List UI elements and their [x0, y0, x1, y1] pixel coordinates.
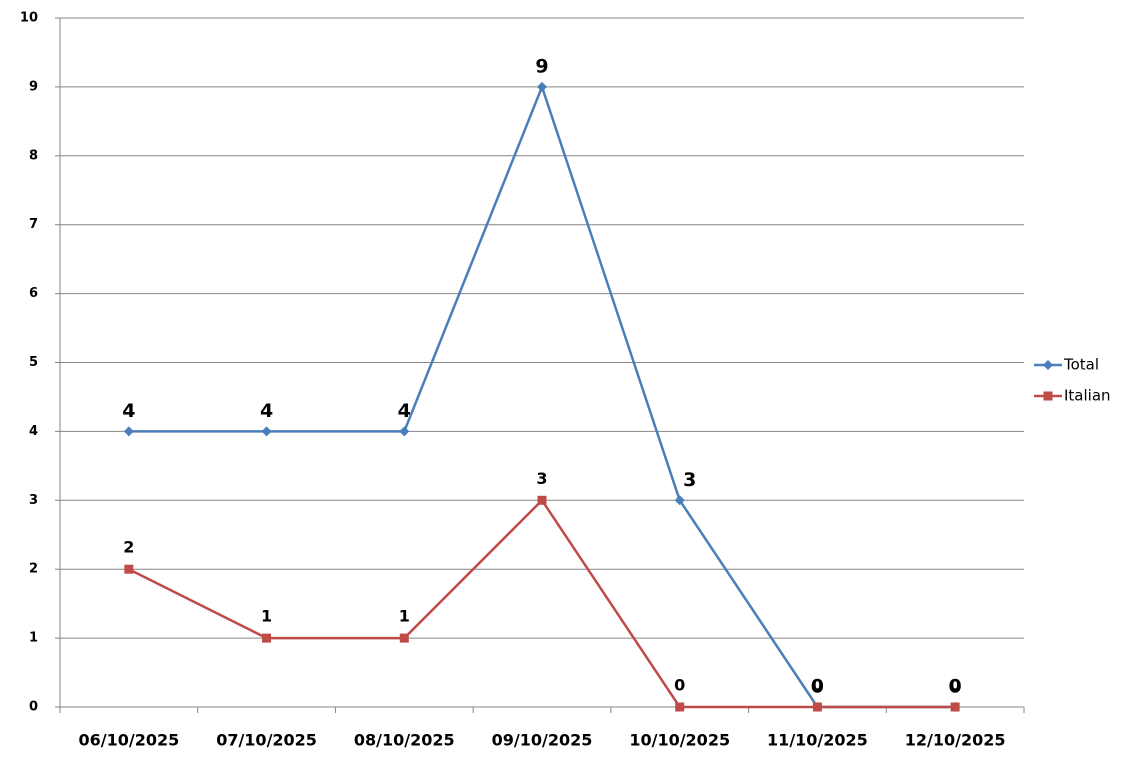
y-tick-label: 10: [20, 11, 38, 26]
y-tick-label: 8: [29, 148, 38, 163]
data-label: 9: [535, 55, 548, 77]
x-tick-label: 11/10/2025: [767, 731, 868, 750]
legend-label: Total: [1063, 356, 1099, 374]
data-label: 2: [123, 538, 134, 557]
data-label: 4: [260, 400, 273, 422]
marker: [399, 633, 409, 643]
y-tick-label: 2: [29, 562, 38, 577]
y-tick-label: 5: [29, 355, 38, 370]
marker: [675, 702, 685, 712]
marker: [950, 702, 960, 712]
data-label: 1: [399, 607, 410, 626]
data-label: 1: [261, 607, 272, 626]
x-tick-label: 12/10/2025: [905, 731, 1006, 750]
data-label: 0: [811, 676, 824, 698]
x-tick-label: 06/10/2025: [78, 731, 179, 750]
data-label: 4: [398, 400, 411, 422]
marker: [399, 426, 410, 437]
series-line: [128, 498, 956, 709]
x-tick-label: 09/10/2025: [492, 731, 593, 750]
marker: [537, 495, 547, 505]
marker: [1043, 391, 1053, 401]
marker: [262, 633, 272, 643]
legend-label: Italian: [1064, 387, 1111, 405]
x-tick-label: 08/10/2025: [354, 731, 455, 750]
data-label: 4: [122, 400, 135, 422]
y-tick-label: 1: [29, 631, 38, 646]
y-tick-label: 0: [29, 700, 38, 715]
data-label: 0: [949, 676, 962, 698]
marker: [123, 426, 134, 437]
x-tick-label: 10/10/2025: [629, 731, 730, 750]
y-tick-label: 3: [29, 493, 38, 508]
marker: [124, 564, 134, 574]
data-label: 0: [674, 676, 685, 695]
series-line: [128, 83, 956, 709]
x-tick-label: 07/10/2025: [216, 731, 317, 750]
marker: [261, 426, 272, 437]
marker: [674, 495, 685, 506]
marker: [812, 702, 822, 712]
data-label: 3: [683, 469, 696, 491]
y-tick-label: 7: [29, 217, 38, 232]
y-tick-label: 6: [29, 286, 38, 301]
y-tick-label: 4: [29, 424, 38, 439]
data-label: 3: [536, 469, 547, 488]
marker: [537, 81, 547, 92]
y-tick-label: 9: [29, 79, 38, 94]
data-label: 0: [950, 676, 961, 695]
marker: [1043, 360, 1053, 370]
data-label: 0: [812, 676, 823, 695]
